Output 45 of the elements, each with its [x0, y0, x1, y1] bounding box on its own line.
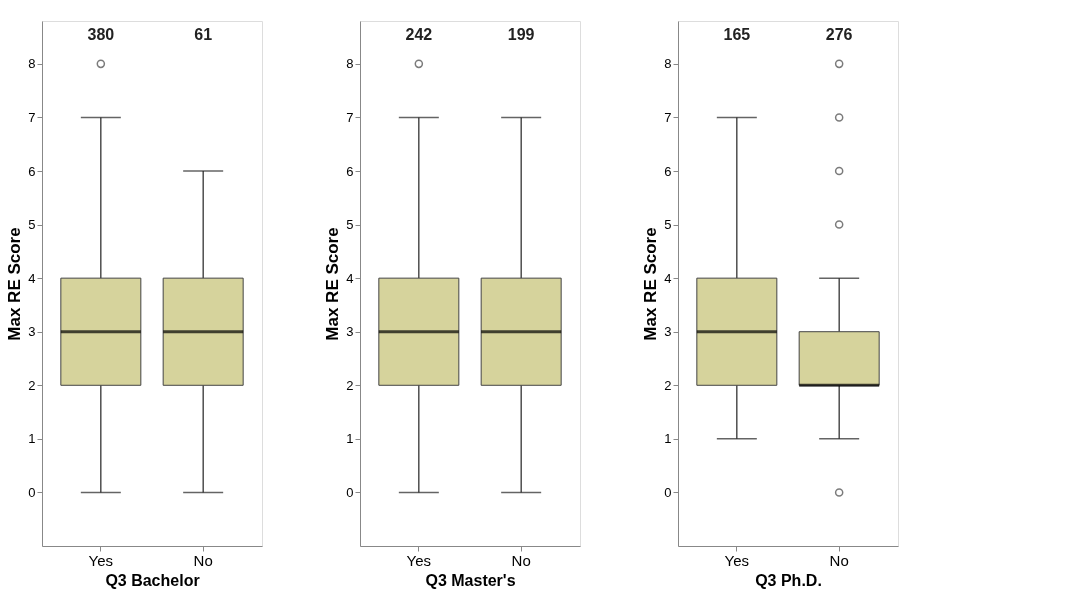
y-tick-label: 8	[28, 56, 36, 72]
y-axis-title: Max RE Score	[5, 227, 25, 341]
x-axis-title: Q3 Bachelor	[105, 571, 200, 589]
x-tick-label: No	[829, 551, 849, 569]
y-tick-label: 4	[346, 270, 354, 286]
y-tick-label: 8	[346, 56, 354, 72]
y-tick-label: 2	[664, 377, 672, 393]
y-tick-label: 3	[346, 324, 354, 340]
x-tick-label: No	[511, 551, 531, 569]
y-tick-label: 4	[664, 270, 672, 286]
y-tick-label: 1	[28, 431, 36, 447]
x-axis-title: Q3 Ph.D.	[755, 571, 822, 589]
y-tick-label: 0	[664, 484, 672, 500]
annotation: 165	[723, 26, 751, 43]
y-axis-title: Max RE Score	[323, 227, 343, 341]
y-tick-label: 0	[28, 484, 36, 500]
y-tick-label: 5	[664, 217, 672, 233]
y-tick-label: 2	[346, 377, 354, 393]
y-tick-label: 2	[28, 377, 36, 393]
x-tick-label: No	[193, 551, 213, 569]
y-tick-label: 8	[664, 56, 672, 72]
x-tick-label: Yes	[406, 551, 432, 569]
y-tick-label: 5	[28, 217, 36, 233]
y-tick-label: 7	[664, 109, 672, 125]
y-tick-label: 6	[346, 163, 354, 179]
x-axis-title: Q3 Master's	[425, 571, 516, 589]
y-axis-title: Max RE Score	[641, 227, 661, 341]
y-tick-label: 0	[346, 484, 354, 500]
y-tick-label: 6	[664, 163, 672, 179]
x-tick-label: Yes	[724, 551, 750, 569]
annotation: 199	[507, 26, 535, 43]
y-tick-label: 1	[346, 431, 354, 447]
x-tick-label: Yes	[88, 551, 114, 569]
annotation: 380	[87, 26, 115, 43]
y-tick-label: 1	[664, 431, 672, 447]
y-tick-label: 6	[28, 163, 36, 179]
y-tick-label: 5	[346, 217, 354, 233]
y-tick-label: 3	[28, 324, 36, 340]
annotation: 276	[825, 26, 853, 43]
y-tick-label: 4	[28, 270, 36, 286]
y-tick-label: 3	[664, 324, 672, 340]
annotation: 242	[405, 26, 433, 43]
y-tick-label: 7	[346, 109, 354, 125]
y-tick-label: 7	[28, 109, 36, 125]
annotation: 61	[194, 26, 213, 43]
